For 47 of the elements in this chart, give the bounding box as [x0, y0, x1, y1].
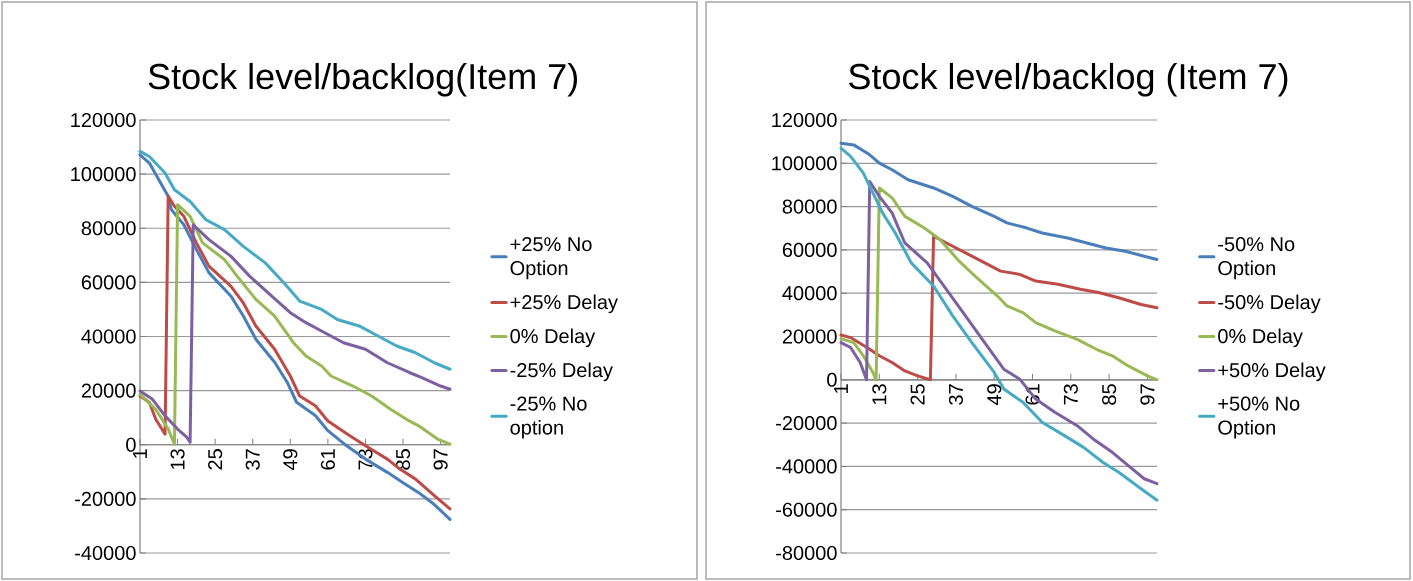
- line-series: [839, 186, 1159, 382]
- y-tick-label: 60000: [782, 242, 837, 257]
- y-tick-label: 60000: [81, 275, 136, 290]
- x-tick-label: 97: [433, 449, 448, 470]
- chart-title: Stock level/backlog (Item 7): [849, 62, 1288, 97]
- x-tick-label: 73: [1063, 384, 1078, 405]
- x-tick-label: 37: [245, 449, 260, 470]
- legend-label: -50% No Option: [1218, 237, 1295, 280]
- legend-label: 0% Delay: [1218, 328, 1303, 348]
- x-tick-label: 49: [987, 384, 1002, 406]
- legend-label: -25% No option: [510, 396, 587, 439]
- legend-label: +25% No Option: [510, 237, 592, 280]
- y-tick-label: 40000: [782, 286, 837, 301]
- y-tick-label: 20000: [81, 383, 136, 398]
- legend-label: +50% Delay: [1218, 362, 1326, 382]
- y-tick-label: -40000: [75, 545, 136, 561]
- legend-label: -50% Delay: [1218, 294, 1321, 314]
- x-tick-label: 25: [910, 384, 925, 405]
- x-tick-label: 13: [170, 449, 185, 470]
- x-tick-label: 25: [208, 449, 223, 470]
- x-tick-label: 13: [872, 384, 887, 405]
- legend-label: +50% No Option: [1218, 396, 1300, 439]
- y-tick-label: -40000: [776, 459, 837, 474]
- legend-label: 0% Delay: [510, 328, 596, 348]
- x-tick-label: 37: [948, 384, 963, 405]
- legend-label: +25% Delay: [510, 294, 618, 314]
- y-tick-label: 100000: [772, 156, 837, 171]
- y-tick-label: -20000: [75, 491, 136, 506]
- y-tick-label: 120000: [772, 112, 837, 128]
- y-tick-label: 20000: [782, 329, 837, 344]
- y-tick-label: -20000: [776, 416, 837, 431]
- y-tick-label: 120000: [71, 112, 136, 128]
- line-series: [839, 141, 1159, 261]
- y-tick-label: -60000: [776, 502, 837, 517]
- y-tick-label: 100000: [71, 167, 136, 182]
- x-tick-label: 61: [320, 449, 335, 470]
- x-tick-label: 85: [1102, 384, 1117, 405]
- x-tick-label: 49: [283, 449, 298, 471]
- chart-title: Stock level/backlog(Item 7): [148, 62, 577, 97]
- line-series: [839, 234, 1159, 382]
- y-tick-label: 80000: [81, 221, 136, 236]
- y-tick-label: -80000: [776, 545, 837, 561]
- y-tick-label: 80000: [782, 199, 837, 214]
- y-tick-label: 40000: [81, 329, 136, 344]
- x-tick-label: 97: [1140, 384, 1155, 405]
- legend-label: -25% Delay: [510, 362, 613, 382]
- line-series: [138, 149, 452, 371]
